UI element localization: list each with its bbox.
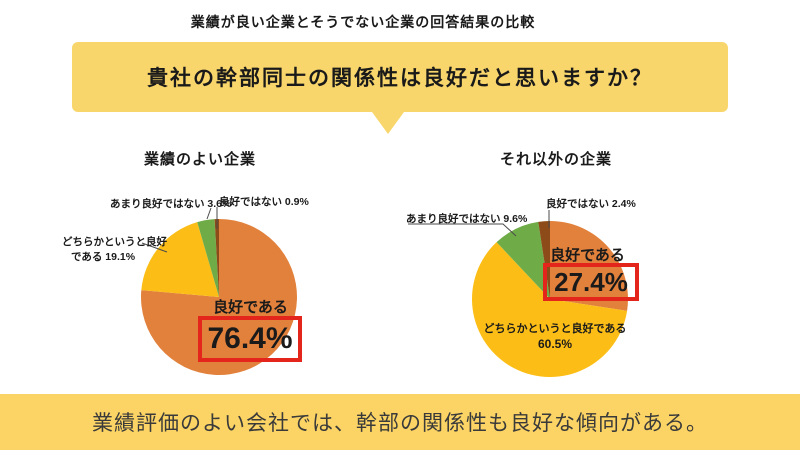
- callout-left-green: あまり良好ではない 3.6%: [110, 198, 232, 210]
- pie-slice-yellow: [471, 242, 628, 378]
- left-highlight-box: 76.4%: [198, 316, 302, 362]
- callout-right-green: あまり良好ではない 9.6%: [406, 213, 528, 225]
- question-text: 貴社の幹部同士の関係性は良好だと思いますか？: [147, 67, 653, 90]
- pie-slice-orange: [140, 219, 297, 375]
- pie-slice-brown: [538, 221, 550, 299]
- question-banner: 貴社の幹部同士の関係性は良好だと思いますか？: [72, 42, 728, 134]
- pie-slice-green: [496, 221, 550, 299]
- right-yellow-slice-value: 60.5%: [537, 337, 573, 351]
- conclusion-banner: 業績評価のよい会社では、幹部の関係性も良好な傾向がある。: [0, 394, 800, 450]
- speech-bubble-tail-icon: [372, 112, 404, 134]
- callout-left-yellow-line2: である 19.1%: [71, 251, 136, 263]
- right-chart-title: それ以外の企業: [499, 151, 612, 168]
- pie-chart-good-companies: [140, 218, 297, 375]
- left-highlight-label: 良好である: [213, 299, 288, 316]
- right-highlight-box: 27.4%: [543, 263, 639, 301]
- pie-slice-green: [197, 219, 219, 297]
- pie-slice-brown: [214, 218, 219, 297]
- left-highlight-value: 76.4%: [207, 322, 293, 355]
- callout-left-brown: 良好ではない 0.9%: [219, 196, 309, 208]
- conclusion-text: 業績評価のよい会社では、幹部の関係性も良好な傾向がある。: [92, 412, 708, 435]
- callout-right-brown: 良好ではない 2.4%: [546, 198, 636, 210]
- callout-left-yellow-line1: どちらかというと良好: [62, 236, 167, 248]
- pie-slice-yellow: [141, 222, 219, 297]
- callout-left-yellow: どちらかというと良好 である 19.1%: [62, 234, 167, 264]
- right-yellow-slice-label: どちらかというと良好である: [483, 323, 627, 335]
- page-title: 業績が良い企業とそうでない企業の回答結果の比較: [190, 14, 536, 30]
- left-chart-title: 業績のよい企業: [143, 151, 256, 168]
- right-highlight-label: 良好である: [550, 247, 625, 264]
- right-highlight-value: 27.4%: [554, 266, 628, 297]
